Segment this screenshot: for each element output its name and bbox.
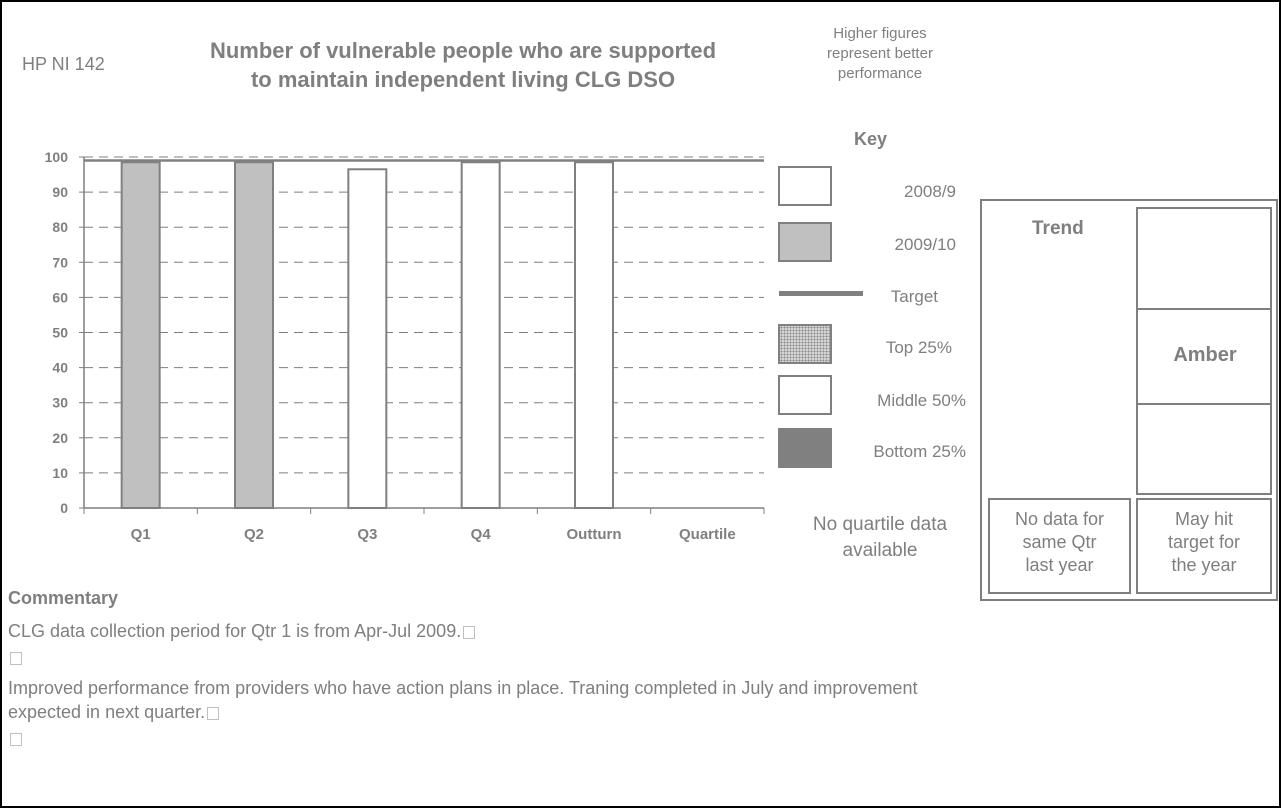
trend-comparison-line3: last year — [1025, 555, 1094, 575]
target-forecast-line1: May hit — [1174, 509, 1234, 529]
quartile-note-line2: available — [842, 540, 918, 561]
gridlines — [84, 156, 764, 474]
performance-note: Higher figures represent better performa… — [780, 24, 980, 84]
y-tick-label: 0 — [60, 500, 68, 516]
missing-glyph-icon — [207, 706, 220, 720]
trend-panel — [980, 199, 1278, 601]
y-tick-label: 50 — [52, 325, 68, 341]
quartile-note: No quartile data available — [780, 512, 980, 564]
y-tick-label: 30 — [52, 395, 68, 411]
target-forecast-line2: target for — [1167, 532, 1241, 552]
trend-label: Trend — [1032, 218, 1084, 239]
legend-swatch-2008-9 — [778, 166, 832, 206]
missing-glyph-icon — [10, 732, 22, 746]
bar-chart: 0 10 20 30 40 50 60 70 80 90 100 Q1 Q2 Q3 Q4 Outturn Qua… — [45, 149, 765, 543]
note-line3: performance — [837, 65, 923, 82]
legend-label-top-25: Top 25% — [885, 338, 952, 357]
y-tick-label: 90 — [52, 184, 68, 200]
rag-cell-top — [1136, 207, 1272, 310]
commentary-heading: Commentary — [8, 588, 119, 608]
bars — [84, 159, 764, 509]
note-line2: represent better — [827, 45, 933, 62]
legend-label-2008-9: 2008/9 — [904, 182, 956, 201]
legend-swatch-top-25 — [778, 324, 832, 364]
key-title: Key — [854, 129, 888, 149]
y-tick-label: 10 — [52, 465, 68, 481]
tick-labels: 0 10 20 30 40 50 60 70 80 90 100 Q1 Q2 Q3 Q4 Outturn Qua… — [45, 149, 736, 543]
x-tick-label: Outturn — [567, 526, 622, 543]
commentary-text-1: CLG data collection period for Qtr 1 is … — [8, 621, 462, 641]
target-forecast-text: May hit target for the year — [1136, 508, 1272, 577]
chart-title-line1: Number of vulnerable people who are supp… — [209, 38, 717, 63]
legend-swatch-middle-50 — [778, 375, 832, 415]
legend-swatch-2009-10 — [778, 222, 832, 262]
bar-q3 — [347, 168, 388, 509]
x-tick-label: Q1 — [131, 526, 151, 543]
commentary-blank-1 — [8, 645, 22, 669]
bar-q4 — [460, 161, 501, 509]
bar-q2 — [234, 161, 274, 509]
rag-cell-bottom — [1136, 403, 1272, 495]
y-tick-label: 100 — [45, 149, 69, 165]
y-tick-label: 40 — [52, 360, 68, 376]
y-tick-label: 60 — [52, 289, 68, 305]
legend-target-line — [779, 291, 863, 296]
x-tick-label: Q3 — [357, 526, 377, 543]
legend-label-middle-50: Middle 50% — [877, 391, 966, 410]
missing-glyph-icon — [10, 651, 22, 665]
x-tick-label: Quartile — [679, 526, 736, 543]
bar-q1 — [120, 161, 161, 509]
commentary-text-3: expected in next quarter. — [8, 702, 206, 722]
missing-glyph-icon — [463, 625, 476, 639]
target-forecast-box — [1136, 498, 1272, 594]
commentary-blank-2 — [8, 726, 22, 750]
rag-status: Amber — [1173, 344, 1237, 366]
quartile-note-line1: No quartile data — [812, 514, 948, 535]
target-forecast-line3: the year — [1171, 555, 1237, 575]
x-tick-label: Q2 — [244, 526, 264, 543]
trend-comparison-box — [988, 498, 1131, 594]
commentary-line-2: Improved performance from providers who … — [8, 678, 918, 698]
legend-swatch-bottom-25 — [778, 428, 832, 468]
legend-label-bottom-25: Bottom 25% — [873, 442, 966, 461]
bar-outturn — [574, 161, 614, 509]
y-tick-label: 80 — [52, 219, 68, 235]
trend-comparison-line1: No data for — [1014, 509, 1105, 529]
x-tick-label: Q4 — [471, 526, 492, 543]
trend-comparison-text: No data for same Qtr last year — [988, 508, 1131, 577]
legend-label-2009-10: 2009/10 — [894, 235, 956, 254]
chart-title: Number of vulnerable people who are supp… — [148, 36, 778, 94]
commentary-line-1: CLG data collection period for Qtr 1 is … — [8, 619, 476, 643]
y-tick-label: 20 — [52, 430, 68, 446]
chart-title-line2: to maintain independent living CLG DSO — [250, 67, 676, 92]
y-tick-label: 70 — [52, 254, 68, 270]
note-line1: Higher figures — [833, 25, 927, 42]
indicator-code: HP NI 142 — [22, 54, 105, 74]
trend-comparison-line2: same Qtr — [1022, 532, 1097, 552]
axes — [79, 156, 765, 514]
commentary-line-3: expected in next quarter. — [8, 700, 220, 724]
legend-label-target: Target — [890, 287, 938, 306]
